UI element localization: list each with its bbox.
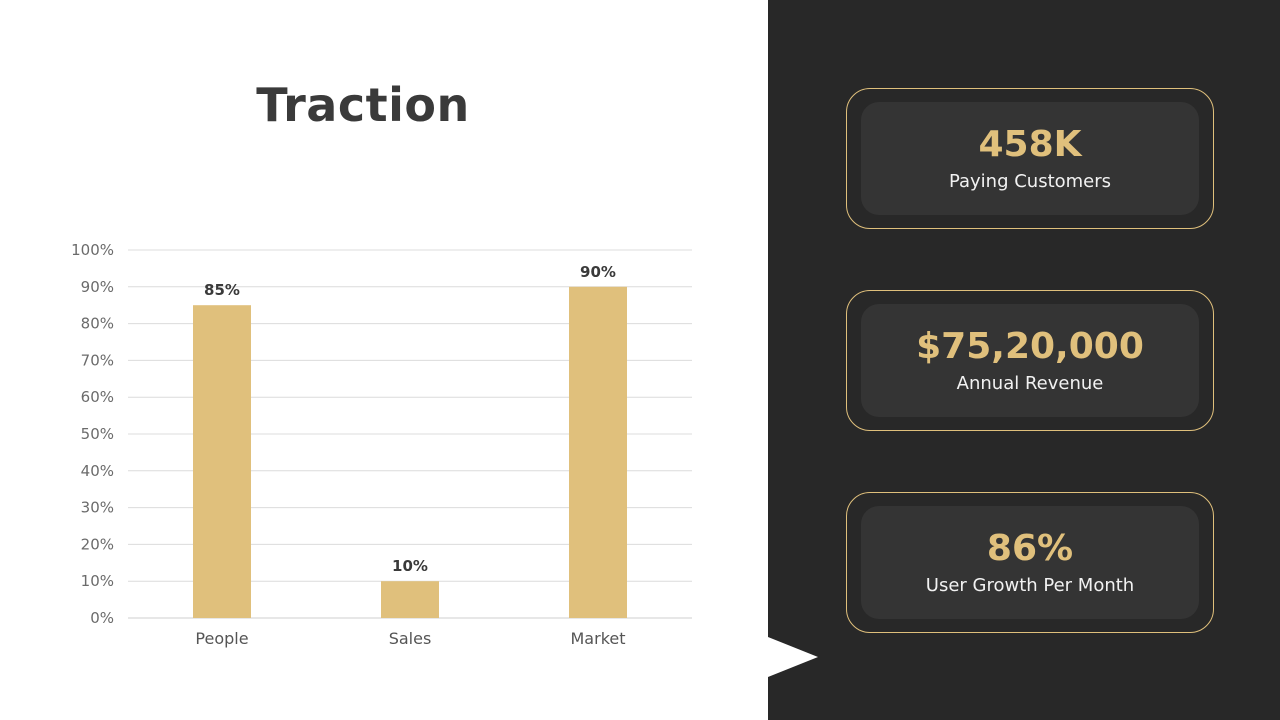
bar-sales bbox=[381, 581, 439, 618]
stat-card-growth: 86% User Growth Per Month bbox=[846, 492, 1214, 633]
stat-label: Paying Customers bbox=[948, 170, 1112, 192]
data-label: 85% bbox=[204, 281, 240, 299]
stat-card-customers: 458K Paying Customers bbox=[846, 88, 1214, 229]
y-tick-label: 90% bbox=[81, 278, 114, 296]
traction-bar-chart: 0% 10% 20% 30% 40% 50% 60% 70% 80% 90% 100% 85% Peop… bbox=[71, 241, 692, 648]
stat-label: User Growth Per Month bbox=[925, 574, 1135, 596]
x-category-label: Sales bbox=[389, 629, 432, 648]
y-tick-label: 20% bbox=[81, 535, 114, 553]
stat-card-inner: 86% User Growth Per Month bbox=[861, 506, 1199, 619]
data-label: 10% bbox=[392, 557, 428, 575]
stat-card-inner: $75,20,000 Annual Revenue bbox=[861, 304, 1199, 417]
stat-value: 86% bbox=[986, 527, 1074, 569]
data-label: 90% bbox=[580, 263, 616, 281]
stat-label: Annual Revenue bbox=[956, 372, 1104, 394]
y-tick-label: 60% bbox=[81, 388, 114, 406]
stat-card-revenue: $75,20,000 Annual Revenue bbox=[846, 290, 1214, 431]
y-tick-label: 30% bbox=[81, 499, 114, 517]
y-tick-label: 70% bbox=[81, 351, 114, 369]
pointer-arrow bbox=[768, 637, 818, 677]
stat-card-inner: 458K Paying Customers bbox=[861, 102, 1199, 215]
y-tick-label: 0% bbox=[90, 609, 114, 627]
y-tick-label: 80% bbox=[81, 315, 114, 333]
slide-title: Traction bbox=[256, 78, 470, 132]
x-category-label: Market bbox=[571, 629, 626, 648]
y-tick-label: 10% bbox=[81, 572, 114, 590]
y-tick-label: 40% bbox=[81, 462, 114, 480]
stat-value: 458K bbox=[978, 123, 1082, 165]
stat-value: $75,20,000 bbox=[916, 325, 1144, 367]
y-tick-label: 50% bbox=[81, 425, 114, 443]
y-tick-label: 100% bbox=[71, 241, 114, 259]
bar-market bbox=[569, 286, 627, 618]
bar-people bbox=[193, 305, 251, 618]
x-category-label: People bbox=[195, 629, 248, 648]
